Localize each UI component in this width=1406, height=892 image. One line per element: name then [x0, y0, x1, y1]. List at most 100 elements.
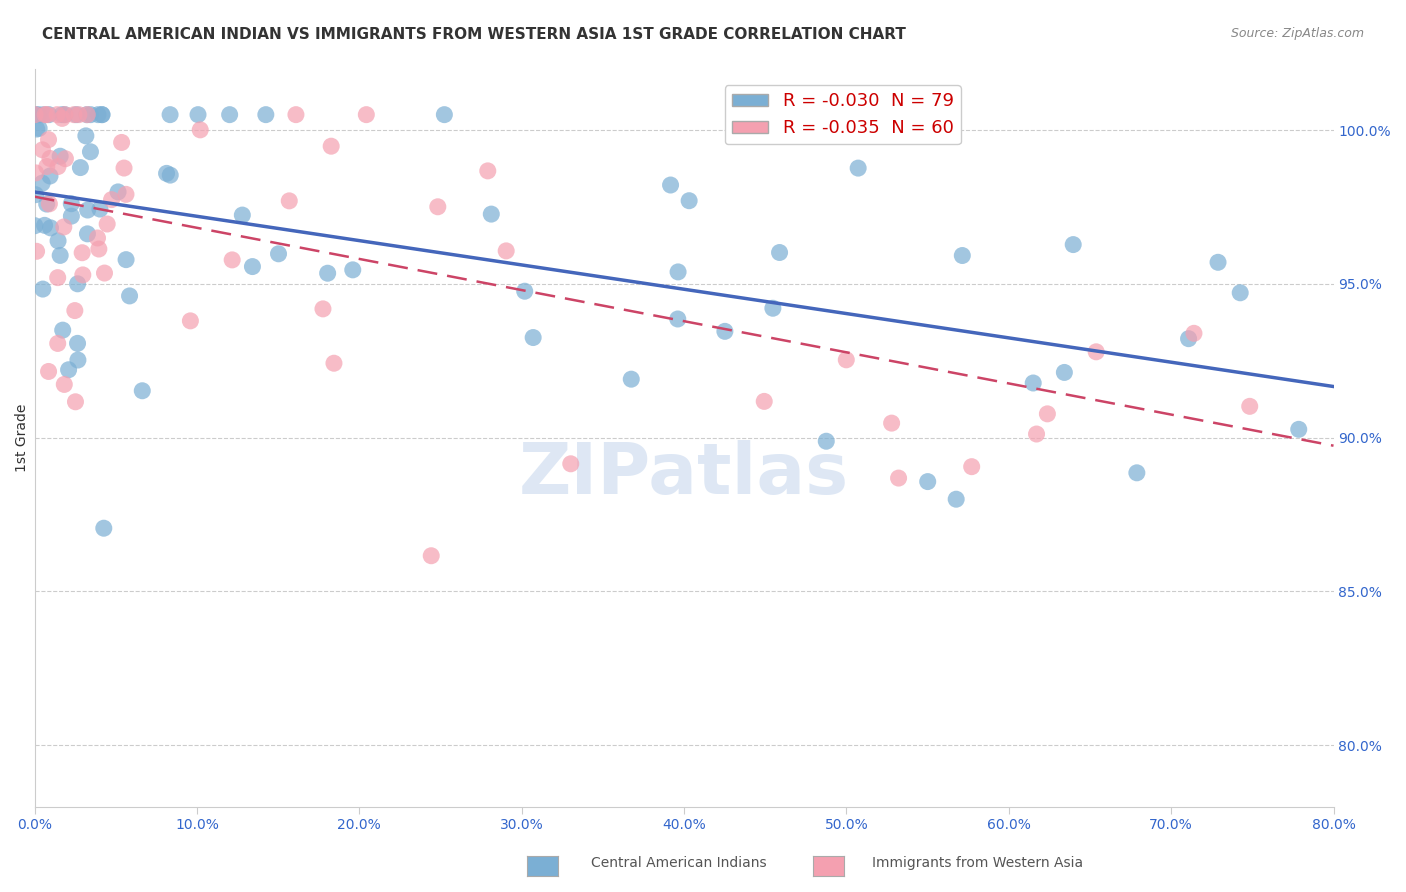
Point — [34, 108, 56, 122]
Point — [342, 263, 364, 277]
Point — [768, 245, 790, 260]
Point — [659, 178, 682, 192]
Point — [560, 457, 582, 471]
Point — [38, 108, 60, 122]
Point — [93, 521, 115, 535]
Point — [115, 252, 138, 267]
Point — [522, 330, 544, 344]
Point — [24, 187, 46, 202]
Text: Central American Indians: Central American Indians — [591, 855, 766, 870]
Point — [34, 219, 56, 233]
Point — [887, 471, 910, 485]
Point — [118, 289, 141, 303]
Point — [24, 108, 46, 122]
Point — [25, 122, 48, 136]
Point — [433, 108, 456, 122]
Point — [67, 108, 90, 122]
Point — [35, 197, 58, 211]
Point — [76, 108, 98, 122]
Point — [39, 152, 62, 166]
Point — [52, 323, 75, 337]
Point — [131, 384, 153, 398]
Point — [513, 284, 536, 298]
Point — [27, 108, 49, 122]
Point — [316, 266, 339, 280]
Point — [880, 416, 903, 430]
Point — [950, 248, 973, 262]
Point — [31, 143, 53, 157]
Text: Immigrants from Western Asia: Immigrants from Western Asia — [872, 855, 1083, 870]
Point — [188, 123, 211, 137]
Point — [155, 166, 177, 180]
Point — [24, 166, 46, 180]
Point — [420, 549, 443, 563]
Point — [46, 270, 69, 285]
Point — [87, 242, 110, 256]
Point — [46, 108, 69, 122]
Point — [846, 161, 869, 175]
Point — [79, 145, 101, 159]
Point — [835, 352, 858, 367]
Point — [63, 108, 86, 122]
Point — [112, 161, 135, 175]
Point — [267, 247, 290, 261]
Point — [945, 492, 967, 507]
Point — [35, 160, 58, 174]
Y-axis label: 1st Grade: 1st Grade — [15, 403, 30, 472]
Point — [1206, 255, 1229, 269]
Point — [479, 207, 502, 221]
Point — [159, 108, 181, 122]
Point — [49, 248, 72, 262]
Point — [49, 149, 72, 163]
Point — [762, 301, 785, 316]
Point — [1239, 400, 1261, 414]
Point — [65, 394, 87, 409]
Point — [179, 314, 201, 328]
Point — [1177, 332, 1199, 346]
Text: ZIPatlas: ZIPatlas — [519, 440, 849, 509]
Point — [31, 176, 53, 190]
Point — [678, 194, 700, 208]
Point — [754, 394, 776, 409]
Point — [46, 160, 69, 174]
Legend: R = -0.030  N = 79, R = -0.035  N = 60: R = -0.030 N = 79, R = -0.035 N = 60 — [724, 85, 960, 145]
Point — [46, 234, 69, 248]
Text: CENTRAL AMERICAN INDIAN VS IMMIGRANTS FROM WESTERN ASIA 1ST GRADE CORRELATION CH: CENTRAL AMERICAN INDIAN VS IMMIGRANTS FR… — [42, 27, 905, 42]
Point — [159, 168, 181, 182]
Point — [115, 187, 138, 202]
Point — [70, 245, 93, 260]
Point — [75, 128, 97, 143]
Point — [53, 377, 76, 392]
Point — [28, 121, 51, 136]
Point — [76, 108, 98, 122]
Point — [960, 459, 983, 474]
Point — [1182, 326, 1205, 341]
Point — [39, 220, 62, 235]
Point — [666, 265, 689, 279]
Point — [60, 196, 83, 211]
Point — [79, 108, 101, 122]
Point — [31, 282, 53, 296]
Point — [24, 219, 46, 233]
Point — [1025, 427, 1047, 442]
Point — [32, 108, 55, 122]
Point — [1085, 344, 1108, 359]
Point — [891, 108, 914, 122]
Point — [620, 372, 643, 386]
Point — [1036, 407, 1059, 421]
Point — [52, 219, 75, 234]
Point — [111, 136, 134, 150]
Point — [87, 108, 110, 122]
Point — [1229, 285, 1251, 300]
Point — [66, 277, 89, 291]
Point — [242, 260, 264, 274]
Point — [254, 108, 277, 122]
Point — [63, 303, 86, 318]
Point — [1062, 237, 1084, 252]
Point — [72, 268, 94, 282]
Point — [1126, 466, 1149, 480]
Point — [917, 475, 939, 489]
Point — [321, 139, 343, 153]
Point — [38, 364, 60, 378]
Point — [65, 108, 87, 122]
